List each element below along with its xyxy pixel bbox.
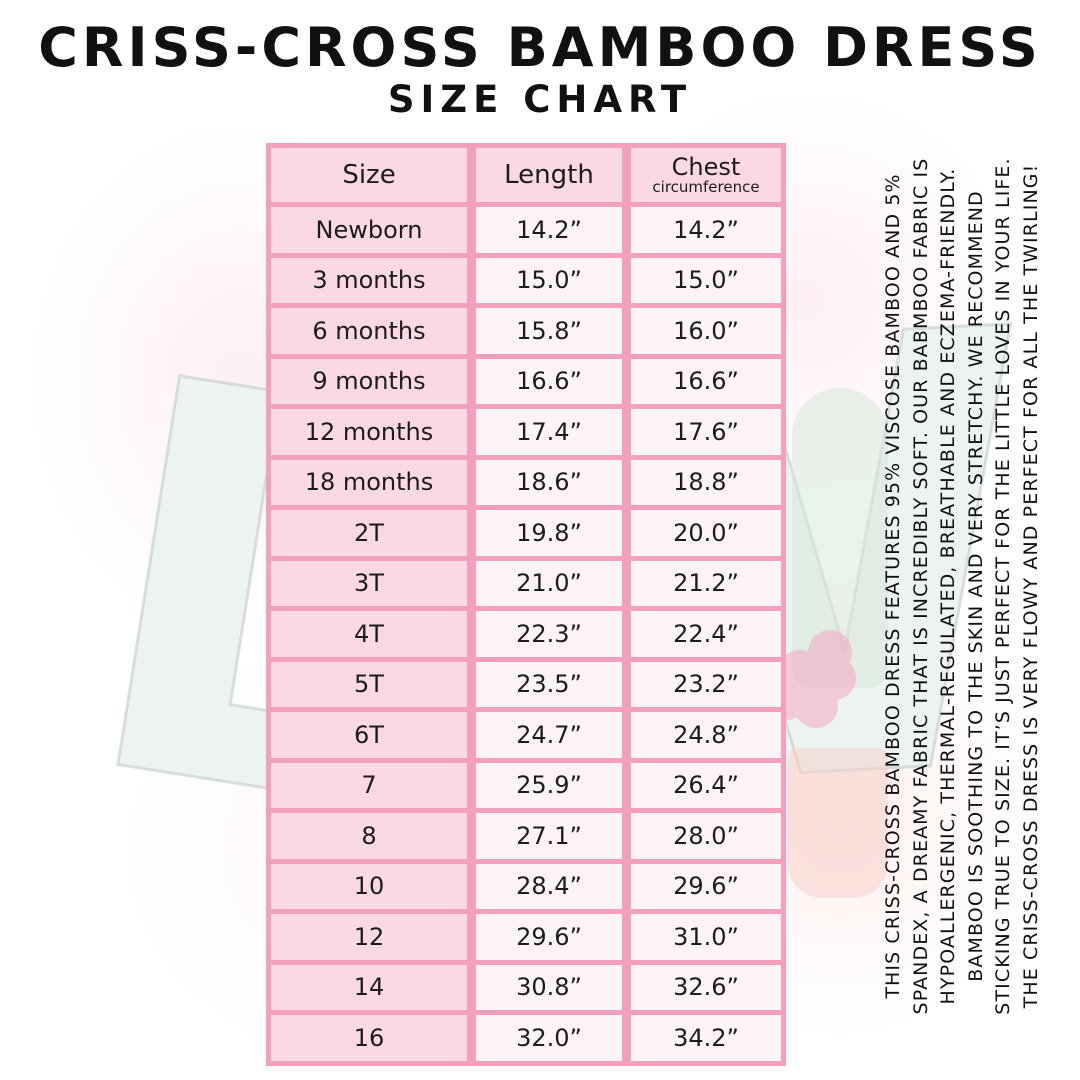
row-9-chest-cell: 23.2” (631, 661, 781, 707)
description-line: BAMBOO IS SOOTHING TO THE SKIN AND VERY … (964, 190, 987, 982)
product-description: THIS CRISS-CROSS BAMBOO DRESS FEATURES 9… (880, 110, 1045, 1062)
header-length-cell: Length (476, 148, 622, 202)
row-12-chest-cell: 28.0” (631, 813, 781, 859)
row-1-size-cell: 3 months (271, 257, 467, 303)
row-13-length-cell: 28.4” (476, 863, 622, 909)
description-line: HYPOALLERGENIC, THERMAL-REGULATED, BREAT… (937, 167, 959, 1005)
row-11-size-cell: 7 (271, 762, 467, 808)
description-line: STICKING TRUE TO SIZE. IT’S JUST PERFECT… (992, 157, 1014, 1015)
row-2-chest-cell: 16.0” (631, 308, 781, 354)
row-6-chest-cell: 20.0” (631, 510, 781, 556)
row-1-chest-cell: 15.0” (631, 257, 781, 303)
row-8-length-cell: 22.3” (476, 611, 622, 657)
row-11-length-cell: 25.9” (476, 762, 622, 808)
row-4-size-cell: 12 months (271, 409, 467, 455)
page-title: CRISS-CROSS BAMBOO DRESS (38, 16, 1042, 79)
header-chest-cell: Chest circumference (631, 148, 781, 202)
row-15-size-cell: 14 (271, 964, 467, 1010)
row-9-size-cell: 5T (271, 661, 467, 707)
row-7-size-cell: 3T (271, 560, 467, 606)
row-2-length-cell: 15.8” (476, 308, 622, 354)
row-6-length-cell: 19.8” (476, 510, 622, 556)
row-15-length-cell: 30.8” (476, 964, 622, 1010)
page-subtitle: SIZE CHART (387, 78, 693, 121)
row-15-chest-cell: 32.6” (631, 964, 781, 1010)
row-14-chest-cell: 31.0” (631, 914, 781, 960)
row-16-size-cell: 16 (271, 1015, 467, 1061)
row-10-length-cell: 24.7” (476, 712, 622, 758)
header-chest-label: Chest (671, 152, 741, 181)
row-14-size-cell: 12 (271, 914, 467, 960)
row-16-length-cell: 32.0” (476, 1015, 622, 1061)
row-7-chest-cell: 21.2” (631, 560, 781, 606)
header-size-cell: Size (271, 148, 467, 202)
row-9-length-cell: 23.5” (476, 661, 622, 707)
size-table: Size Length Chest circumference Newborn 1… (266, 143, 786, 1066)
row-13-size-cell: 10 (271, 863, 467, 909)
row-10-chest-cell: 24.8” (631, 712, 781, 758)
row-12-length-cell: 27.1” (476, 813, 622, 859)
row-11-chest-cell: 26.4” (631, 762, 781, 808)
row-5-size-cell: 18 months (271, 459, 467, 505)
row-3-size-cell: 9 months (271, 358, 467, 404)
row-8-chest-cell: 22.4” (631, 611, 781, 657)
description-line: SPANDEX, A DREAMY FABRIC THAT IS INCREDI… (909, 157, 932, 1015)
row-4-length-cell: 17.4” (476, 409, 622, 455)
row-14-length-cell: 29.6” (476, 914, 622, 960)
description-line: THE CRISS-CROSS DRESS IS VERY FLOWY AND … (1019, 163, 1042, 1009)
row-0-length-cell: 14.2” (476, 207, 622, 253)
row-10-size-cell: 6T (271, 712, 467, 758)
cactus-illustration (792, 388, 888, 688)
row-6-size-cell: 2T (271, 510, 467, 556)
row-16-chest-cell: 34.2” (631, 1015, 781, 1061)
row-12-size-cell: 8 (271, 813, 467, 859)
row-5-chest-cell: 18.8” (631, 459, 781, 505)
row-5-length-cell: 18.6” (476, 459, 622, 505)
row-4-chest-cell: 17.6” (631, 409, 781, 455)
row-0-size-cell: Newborn (271, 207, 467, 253)
pot-illustration (788, 748, 888, 898)
header-chest-sublabel: circumference (652, 177, 760, 196)
row-2-size-cell: 6 months (271, 308, 467, 354)
row-3-chest-cell: 16.6” (631, 358, 781, 404)
row-0-chest-cell: 14.2” (631, 207, 781, 253)
row-8-size-cell: 4T (271, 611, 467, 657)
row-1-length-cell: 15.0” (476, 257, 622, 303)
row-3-length-cell: 16.6” (476, 358, 622, 404)
row-13-chest-cell: 29.6” (631, 863, 781, 909)
row-7-length-cell: 21.0” (476, 560, 622, 606)
description-line: THIS CRISS-CROSS BAMBOO DRESS FEATURES 9… (882, 173, 904, 999)
